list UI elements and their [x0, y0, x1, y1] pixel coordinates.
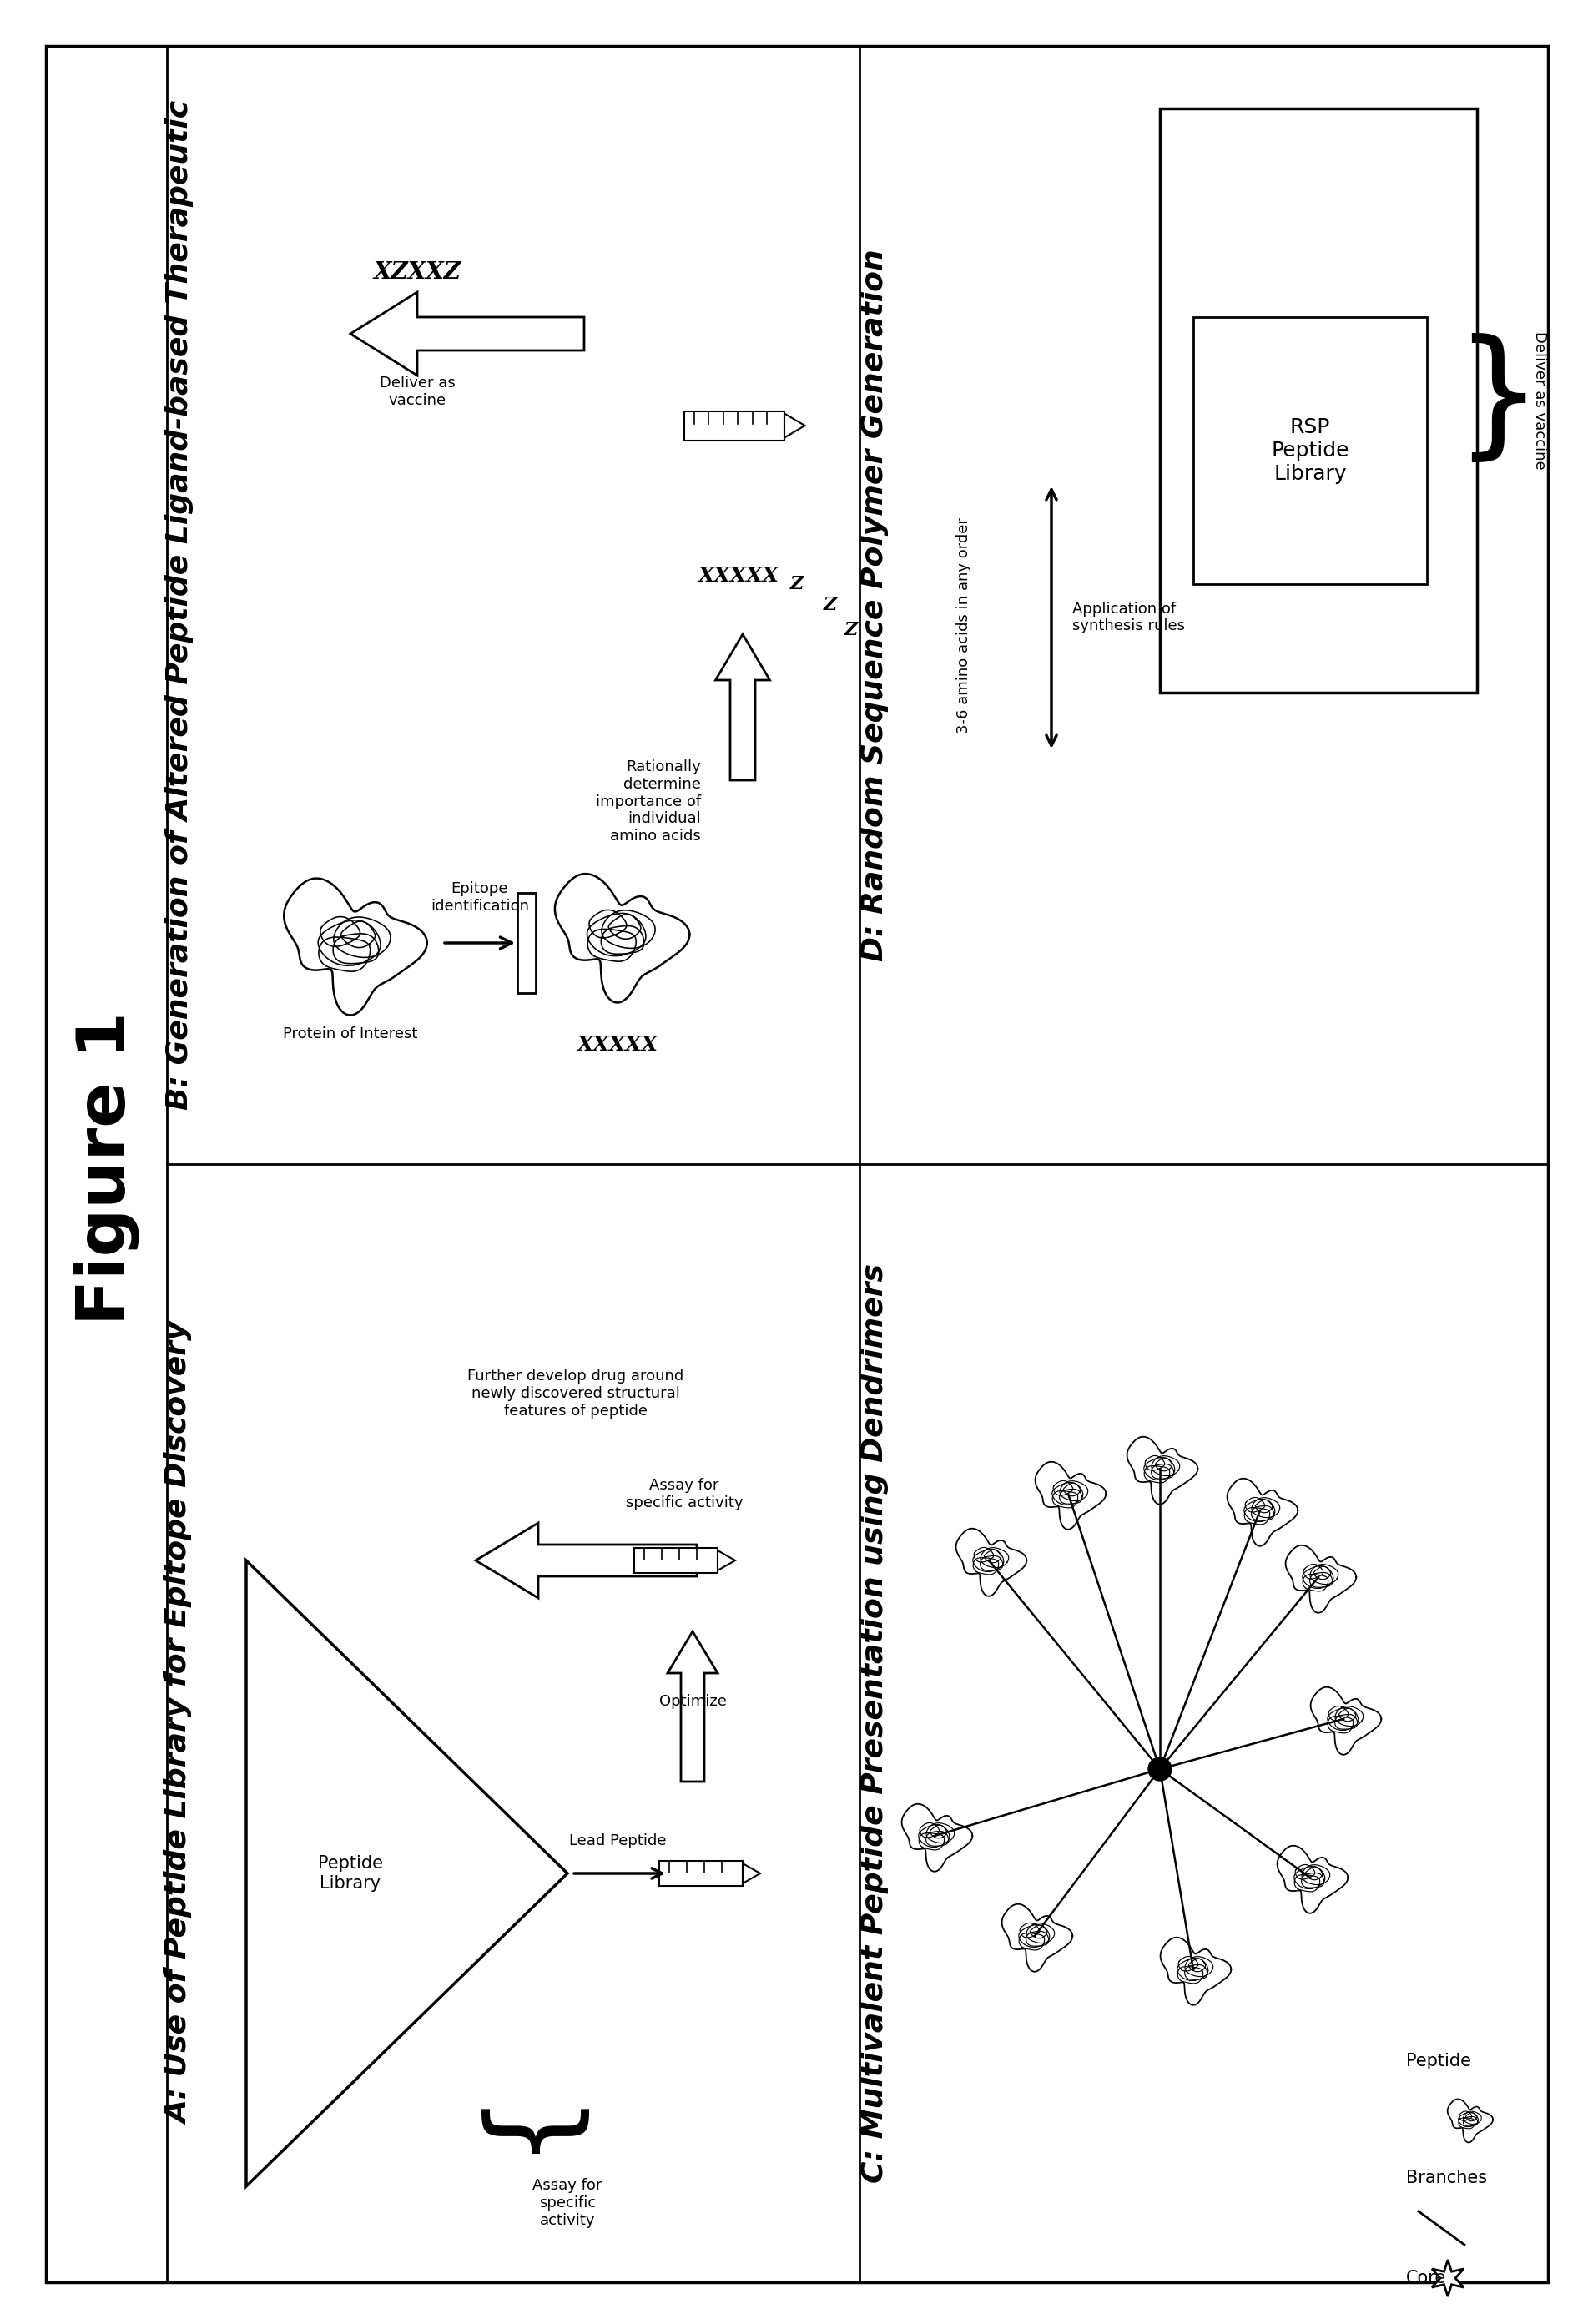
Text: Z: Z [844, 621, 859, 639]
Bar [1160, 109, 1477, 693]
Text: Branches: Branches [1407, 2171, 1488, 2187]
Text: Assay for
specific activity: Assay for specific activity [626, 1478, 742, 1511]
Text: Application of
synthesis rules: Application of synthesis rules [1072, 602, 1185, 634]
Text: Protein of Interest: Protein of Interest [284, 1027, 417, 1041]
Text: Core: Core [1407, 2271, 1446, 2287]
Text: Deliver as
vaccine: Deliver as vaccine [379, 376, 456, 409]
Text: D: Random Sequence Polymer Generation: D: Random Sequence Polymer Generation [860, 249, 889, 962]
Text: Figure 1: Figure 1 [73, 1011, 140, 1325]
Circle shape [1149, 1757, 1171, 1780]
Bar [634, 1548, 717, 1573]
Text: Further develop drug around
newly discovered structural
features of peptide: Further develop drug around newly discov… [468, 1369, 683, 1418]
Polygon shape [715, 634, 769, 781]
Text: 3-6 amino acids in any order: 3-6 amino acids in any order [956, 518, 972, 734]
Polygon shape [350, 293, 585, 376]
Text: }: } [1453, 332, 1542, 469]
Text: Lead Peptide: Lead Peptide [569, 1834, 666, 1848]
Polygon shape [247, 1559, 567, 2187]
Text: Optimize: Optimize [660, 1694, 726, 1708]
Text: RSP
Peptide
Library: RSP Peptide Library [1271, 418, 1349, 483]
Text: Assay for
specific
activity: Assay for specific activity [532, 2178, 602, 2229]
Polygon shape [717, 1550, 734, 1571]
Polygon shape [1432, 2259, 1464, 2296]
Bar [518, 892, 535, 992]
Text: }: } [460, 2108, 573, 2182]
Polygon shape [667, 1631, 717, 1783]
Text: B: Generation of Altered Peptide Ligand-based Therapeutic: B: Generation of Altered Peptide Ligand-… [166, 100, 194, 1111]
Text: Z: Z [790, 574, 804, 593]
Text: Deliver as vaccine: Deliver as vaccine [1532, 332, 1547, 469]
Text: A: Use of Peptide Library for Epitope Discovery: A: Use of Peptide Library for Epitope Di… [166, 1322, 194, 2124]
Text: XZXXZ: XZXXZ [373, 260, 460, 284]
Polygon shape [742, 1864, 760, 1882]
Text: C: Multivalent Peptide Presentation using Dendrimers: C: Multivalent Peptide Presentation usin… [860, 1264, 889, 2182]
Text: Peptide: Peptide [1407, 2052, 1472, 2068]
Text: Peptide
Library: Peptide Library [319, 1855, 382, 1892]
Text: Epitope
identification: Epitope identification [430, 881, 529, 913]
Polygon shape [476, 1522, 696, 1599]
Bar [1193, 316, 1427, 583]
Bar [685, 411, 784, 439]
Text: XXXXX: XXXXX [577, 1034, 658, 1055]
Polygon shape [784, 414, 804, 437]
Text: Z: Z [824, 595, 836, 614]
Bar [660, 1862, 742, 1885]
Text: Rationally
determine
importance of
individual
amino acids: Rationally determine importance of indiv… [596, 760, 701, 844]
Text: XXXXX: XXXXX [698, 565, 779, 586]
